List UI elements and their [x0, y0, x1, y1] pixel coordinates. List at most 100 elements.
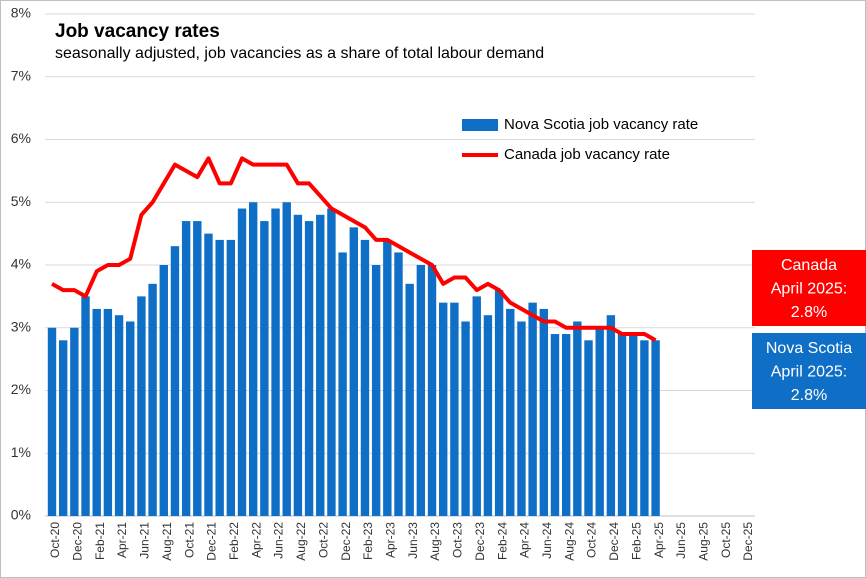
y-tick-label: 4%	[11, 256, 31, 272]
x-tick-label: Aug-21	[160, 522, 174, 561]
x-tick-label: Aug-23	[428, 522, 442, 561]
bar	[159, 265, 168, 516]
title-backdrop	[40, 20, 620, 72]
y-tick-label: 2%	[11, 381, 31, 397]
bar	[58, 340, 68, 516]
bar	[450, 302, 459, 516]
bar	[327, 208, 336, 516]
callout-box	[752, 333, 866, 409]
chart-title: Job vacancy rates	[55, 21, 220, 42]
x-tick-label: Feb-25	[629, 522, 643, 560]
bar	[193, 221, 202, 516]
bar	[360, 239, 370, 516]
bar	[126, 321, 135, 516]
bar	[70, 327, 79, 516]
y-tick-label: 7%	[11, 67, 31, 83]
bar	[137, 296, 146, 516]
x-tick-label: Dec-23	[473, 522, 487, 561]
y-tick-label: 5%	[11, 193, 31, 209]
x-tick-label: Jun-23	[406, 522, 420, 559]
x-tick-label: Feb-24	[495, 522, 509, 560]
x-tick-label: Oct-22	[316, 522, 330, 558]
bar	[47, 327, 57, 516]
bar	[338, 252, 347, 516]
bar	[550, 334, 560, 516]
x-tick-label: Jun-21	[138, 522, 152, 559]
bar	[170, 246, 180, 517]
x-tick-label: Feb-23	[361, 522, 375, 560]
bar	[595, 327, 604, 516]
bar	[606, 315, 616, 516]
bar	[416, 265, 426, 516]
x-tick-label: Feb-21	[93, 522, 107, 560]
y-tick-label: 8%	[11, 5, 31, 21]
y-tick-label: 6%	[11, 130, 31, 146]
x-tick-label: Apr-21	[115, 522, 129, 558]
bar	[539, 308, 549, 516]
bar	[293, 214, 303, 517]
callout-text: April 2025:	[771, 364, 848, 381]
callout-text: April 2025:	[771, 281, 848, 298]
bar	[148, 283, 157, 516]
bar	[103, 308, 113, 516]
bar	[561, 334, 571, 516]
bar	[316, 214, 325, 517]
bar	[215, 239, 224, 516]
bar	[304, 221, 314, 516]
callout-text: Nova Scotia	[766, 340, 852, 357]
bar	[226, 239, 236, 516]
bar	[92, 308, 101, 516]
x-tick-label: Apr-24	[518, 522, 532, 558]
bar	[271, 208, 280, 516]
bar	[651, 340, 660, 516]
marks	[47, 156, 660, 517]
x-tick-label: Oct-25	[719, 522, 733, 558]
x-tick-label: Jun-22	[272, 522, 286, 559]
bar	[427, 265, 437, 516]
x-tick-label: Feb-22	[227, 522, 241, 560]
bar	[405, 283, 414, 516]
bar	[260, 221, 269, 516]
bar	[640, 340, 649, 516]
bar	[584, 340, 593, 516]
bar	[349, 227, 358, 516]
legend-swatch	[462, 119, 498, 131]
bar	[394, 252, 403, 516]
callout-box	[752, 250, 866, 326]
x-tick-label: Aug-22	[294, 522, 308, 561]
legend-label: Canada job vacancy rate	[504, 146, 670, 163]
bar	[517, 321, 526, 516]
x-tick-label: Apr-22	[249, 522, 263, 558]
x-tick-label: Oct-20	[48, 522, 62, 558]
x-tick-label: Aug-24	[562, 522, 576, 561]
callout-text: 2.8%	[791, 387, 827, 404]
x-tick-label: Oct-23	[451, 522, 465, 558]
bar	[617, 334, 627, 516]
x-tick-label: Dec-25	[741, 522, 755, 561]
bar	[472, 296, 481, 516]
chart-subtitle: seasonally adjusted, job vacancies as a …	[55, 45, 544, 62]
bar	[629, 334, 638, 516]
x-tick-label: Jun-24	[540, 522, 554, 559]
bar	[282, 202, 291, 516]
line	[51, 156, 657, 343]
x-tick-label: Dec-24	[607, 522, 621, 561]
y-tick-label: 0%	[11, 507, 31, 523]
bar	[506, 308, 515, 516]
bar	[383, 239, 392, 516]
bar	[573, 321, 582, 516]
x-tick-label: Dec-21	[205, 522, 219, 561]
x-tick-label: Apr-25	[652, 522, 666, 558]
y-tick-label: 3%	[11, 318, 31, 334]
x-tick-label: Apr-23	[383, 522, 397, 558]
bar	[237, 208, 247, 516]
bar	[204, 233, 213, 516]
x-tick-label: Dec-20	[71, 522, 85, 561]
bar	[483, 315, 493, 516]
bar	[181, 221, 191, 516]
bar	[494, 290, 504, 516]
callout-text: Canada	[781, 257, 837, 274]
bar	[114, 315, 124, 516]
y-tick-label: 1%	[11, 444, 31, 460]
